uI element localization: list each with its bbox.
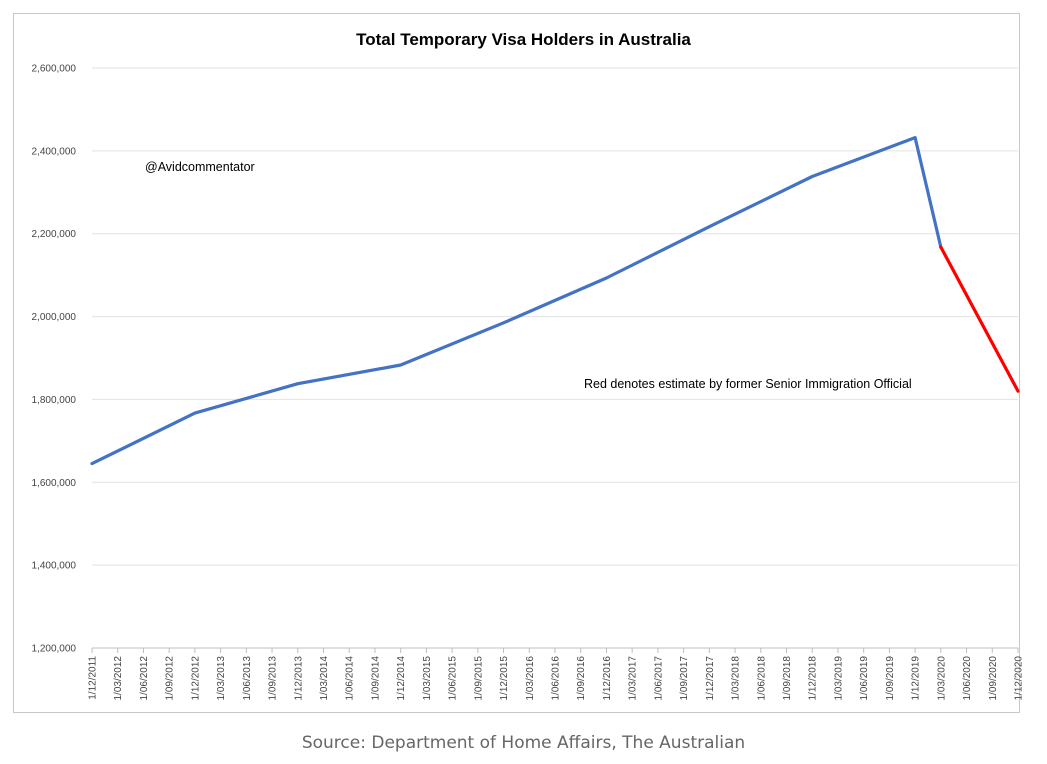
x-tick-label: 1/06/2018 xyxy=(756,656,767,701)
data-point xyxy=(296,382,300,386)
x-tick-label: 1/09/2018 xyxy=(782,656,793,701)
x-tick-label: 1/12/2017 xyxy=(705,656,716,701)
x-tick-label: 1/06/2017 xyxy=(653,656,664,701)
x-tick-label: 1/12/2014 xyxy=(396,656,407,701)
x-tick-label: 1/09/2015 xyxy=(473,656,484,701)
x-tick-label: 1/12/2015 xyxy=(499,656,510,701)
y-tick-label: 1,800,000 xyxy=(32,395,77,406)
x-tick-label: 1/03/2013 xyxy=(216,656,227,701)
x-tick-label: 1/12/2013 xyxy=(293,656,304,701)
x-tick-label: 1/03/2018 xyxy=(731,656,742,701)
x-tick-label: 1/06/2012 xyxy=(139,656,150,701)
data-point xyxy=(399,363,403,367)
x-tick-label: 1/03/2016 xyxy=(525,656,536,701)
x-tick-label: 1/06/2020 xyxy=(962,656,973,701)
x-tick-label: 1/12/2011 xyxy=(88,656,99,700)
y-tick-label: 2,600,000 xyxy=(32,64,77,75)
y-tick-label: 1,400,000 xyxy=(32,561,77,572)
data-point xyxy=(1016,389,1020,393)
x-tick-label: 1/06/2014 xyxy=(345,656,356,701)
data-point xyxy=(605,276,608,280)
y-tick-label: 2,400,000 xyxy=(32,146,77,157)
x-tick-label: 1/03/2017 xyxy=(628,656,639,701)
series-lines xyxy=(90,136,1020,466)
gridlines xyxy=(91,67,1019,653)
data-point xyxy=(193,411,197,415)
x-tick-label: 1/09/2017 xyxy=(679,656,690,701)
data-point xyxy=(90,462,94,466)
x-tick-label: 1/09/2012 xyxy=(165,656,176,701)
author-annotation: @Avidcommentator xyxy=(145,160,255,174)
x-tick-label: 1/09/2013 xyxy=(268,656,279,701)
x-tick-label: 1/03/2019 xyxy=(833,656,844,701)
chart-frame xyxy=(13,13,1020,713)
x-tick-label: 1/09/2020 xyxy=(988,656,999,701)
data-point xyxy=(913,136,917,140)
y-axis-ticks: 1,200,000 1,400,000 1,600,000 1,800,000 2,00… xyxy=(32,64,77,655)
data-point xyxy=(939,245,943,249)
x-tick-label: 1/03/2012 xyxy=(113,656,124,701)
data-point xyxy=(810,175,814,178)
data-point xyxy=(707,225,711,229)
source-caption: Source: Department of Home Affairs, The … xyxy=(301,733,746,753)
chart-title: Total Temporary Visa Holders in Australi… xyxy=(356,30,691,49)
x-tick-label: 1/09/2016 xyxy=(576,656,587,701)
series-line-2 xyxy=(939,245,1020,393)
estimate-note-annotation: Red denotes estimate by former Senior Im… xyxy=(584,377,912,391)
y-tick-label: 2,000,000 xyxy=(32,312,77,323)
x-tick-label: 1/03/2015 xyxy=(422,656,433,701)
x-tick-label: 1/06/2019 xyxy=(859,656,870,701)
x-axis-ticks: 1/12/2011 1/03/2012 1/06/2012 1/09/2012 1/12… xyxy=(88,656,1025,701)
x-tick-label: 1/06/2015 xyxy=(448,656,459,701)
x-tick-label: 1/09/2019 xyxy=(885,656,896,701)
x-tick-label: 1/03/2020 xyxy=(936,656,947,701)
x-tick-label: 1/12/2019 xyxy=(911,656,922,701)
y-tick-label: 2,200,000 xyxy=(32,229,77,240)
data-point xyxy=(502,321,505,325)
series-line-1 xyxy=(90,136,943,466)
x-tick-label: 1/12/2018 xyxy=(808,656,819,701)
x-tick-label: 1/12/2012 xyxy=(190,656,201,701)
x-tick-label: 1/03/2014 xyxy=(319,656,330,701)
y-tick-label: 1,200,000 xyxy=(32,644,77,655)
y-tick-label: 1,600,000 xyxy=(32,478,77,489)
x-tick-label: 1/12/2016 xyxy=(602,656,613,701)
x-tick-label: 1/06/2013 xyxy=(242,656,253,701)
x-tick-label: 1/06/2016 xyxy=(551,656,562,701)
x-tick-label: 1/09/2014 xyxy=(370,656,381,701)
x-tick-label: 1/12/2020 xyxy=(1014,656,1025,701)
